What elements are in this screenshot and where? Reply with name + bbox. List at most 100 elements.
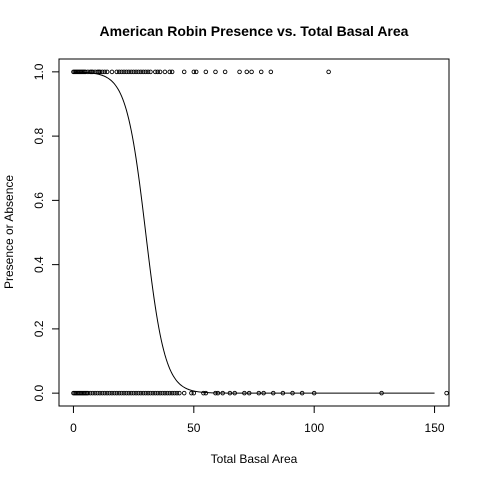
presence-point [141, 69, 146, 75]
absence-point [143, 390, 148, 396]
presence-point [167, 69, 172, 75]
y-tick-label: 0.6 [32, 192, 46, 209]
presence-point [258, 69, 264, 75]
presence-point [138, 69, 144, 75]
absence-point [153, 390, 158, 396]
plot-frame [58, 58, 450, 407]
presence-point [116, 69, 122, 75]
presence-point [162, 69, 168, 75]
absence-point [126, 390, 132, 396]
absence-point [444, 390, 449, 396]
absence-point [169, 390, 175, 396]
fitted-logistic-curve [73, 71, 435, 394]
absence-point [88, 390, 93, 396]
presence-point [121, 69, 127, 75]
x-tick-label: 100 [304, 421, 324, 435]
presence-point [203, 69, 209, 75]
absence-point [114, 390, 120, 396]
absence-point [177, 390, 182, 396]
y-tick-label: 0.2 [32, 320, 46, 337]
presence-point [83, 69, 88, 75]
x-tick-label: 0 [70, 421, 77, 435]
absence-point [145, 390, 151, 396]
presence-point [181, 69, 187, 75]
absence-point [116, 390, 122, 396]
presence-point [169, 69, 175, 75]
absence-point [181, 390, 187, 396]
absence-point [133, 390, 139, 396]
presence-point [102, 69, 107, 75]
presence-point [100, 69, 105, 75]
chart-title: American Robin Presence vs. Total Basal … [100, 23, 409, 39]
absence-point [121, 390, 127, 396]
absence-point [165, 390, 170, 396]
absence-point [162, 390, 168, 396]
presence-point [157, 69, 163, 75]
absence-point [85, 390, 91, 396]
absence-point [155, 390, 160, 396]
y-tick-label: 0.0 [32, 384, 46, 401]
absence-point [97, 390, 103, 396]
absence-point [104, 390, 110, 396]
y-tick-label: 0.8 [32, 127, 46, 144]
presence-point [249, 69, 254, 75]
y-axis: 0.0 0.2 0.4 0.6 0.8 1.0 [32, 63, 59, 401]
absence-point [95, 390, 100, 396]
absence-point [160, 390, 165, 396]
absence-point [191, 390, 197, 396]
absence-point [124, 390, 129, 396]
absence-point [92, 390, 98, 396]
data-points [71, 69, 449, 396]
x-tick-label: 50 [187, 421, 201, 435]
y-tick-label: 0.4 [32, 256, 46, 273]
absence-point [141, 390, 146, 396]
presence-point [104, 69, 110, 75]
absence-point [90, 390, 95, 396]
absence-point [109, 390, 115, 396]
presence-point [128, 69, 134, 75]
presence-point [143, 69, 148, 75]
presence-point [155, 69, 160, 75]
absence-point [172, 390, 177, 396]
presence-point [124, 69, 129, 75]
absence-point [107, 390, 112, 396]
y-tick-label: 1.0 [32, 63, 46, 80]
x-axis-label: Total Basal Area [211, 452, 298, 466]
presence-point [97, 69, 103, 75]
presence-point [119, 69, 124, 75]
absence-point [112, 390, 117, 396]
absence-point [119, 390, 124, 396]
x-axis: 0 50 100 150 [70, 406, 445, 435]
presence-point [153, 69, 158, 75]
presence-point [193, 69, 199, 75]
absence-point [128, 390, 134, 396]
presence-point [145, 69, 151, 75]
absence-point [148, 390, 153, 396]
presence-point [268, 69, 274, 75]
presence-point [191, 69, 197, 75]
presence-point [126, 69, 132, 75]
absence-point [138, 390, 144, 396]
presence-point [213, 69, 218, 75]
presence-point [131, 69, 136, 75]
presence-point [109, 69, 115, 75]
absence-point [201, 390, 206, 396]
absence-point [100, 390, 105, 396]
presence-point [133, 69, 139, 75]
absence-point [157, 390, 163, 396]
absence-point [150, 390, 156, 396]
absence-point [174, 390, 180, 396]
absence-point [136, 390, 141, 396]
presence-point [244, 69, 250, 75]
x-tick-label: 150 [425, 421, 445, 435]
absence-point [203, 390, 209, 396]
presence-point [326, 69, 331, 75]
absence-point [167, 390, 172, 396]
absence-point [131, 390, 136, 396]
presence-point [136, 69, 141, 75]
presence-point [237, 69, 242, 75]
presence-point [148, 69, 153, 75]
y-axis-label: Presence or Absence [2, 175, 16, 289]
presence-point [222, 69, 228, 75]
